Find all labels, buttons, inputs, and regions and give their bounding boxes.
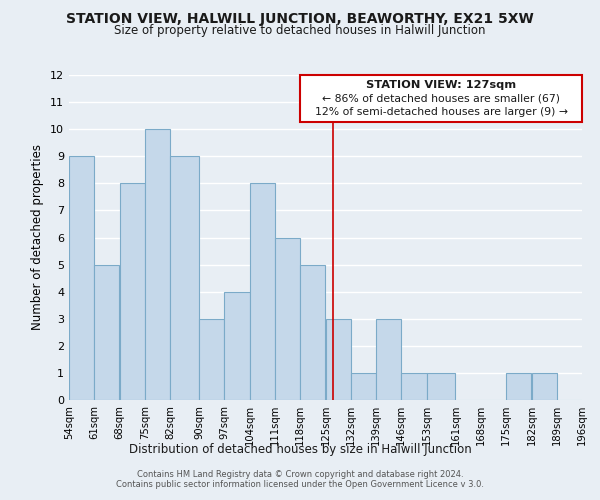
Bar [506, 373, 531, 400]
Text: ← 86% of detached houses are smaller (67): ← 86% of detached houses are smaller (67… [322, 94, 560, 104]
Bar [532, 373, 557, 400]
Bar [427, 373, 455, 400]
Bar [401, 373, 427, 400]
Y-axis label: Number of detached properties: Number of detached properties [31, 144, 44, 330]
Bar [275, 238, 300, 400]
Bar [351, 373, 376, 400]
Text: STATION VIEW, HALWILL JUNCTION, BEAWORTHY, EX21 5XW: STATION VIEW, HALWILL JUNCTION, BEAWORTH… [66, 12, 534, 26]
Bar [326, 319, 350, 400]
Bar [199, 319, 224, 400]
Text: Contains HM Land Registry data © Crown copyright and database right 2024.: Contains HM Land Registry data © Crown c… [137, 470, 463, 479]
Bar [224, 292, 250, 400]
Text: Size of property relative to detached houses in Halwill Junction: Size of property relative to detached ho… [114, 24, 486, 37]
Bar [120, 184, 145, 400]
Bar [376, 319, 401, 400]
Bar [301, 264, 325, 400]
Bar [170, 156, 199, 400]
Bar [145, 129, 170, 400]
Bar [94, 264, 119, 400]
Text: Distribution of detached houses by size in Halwill Junction: Distribution of detached houses by size … [128, 442, 472, 456]
FancyBboxPatch shape [300, 75, 582, 122]
Bar [250, 184, 275, 400]
Text: STATION VIEW: 127sqm: STATION VIEW: 127sqm [366, 80, 516, 90]
Bar [69, 156, 94, 400]
Text: Contains public sector information licensed under the Open Government Licence v : Contains public sector information licen… [116, 480, 484, 489]
Text: 12% of semi-detached houses are larger (9) →: 12% of semi-detached houses are larger (… [314, 108, 568, 118]
